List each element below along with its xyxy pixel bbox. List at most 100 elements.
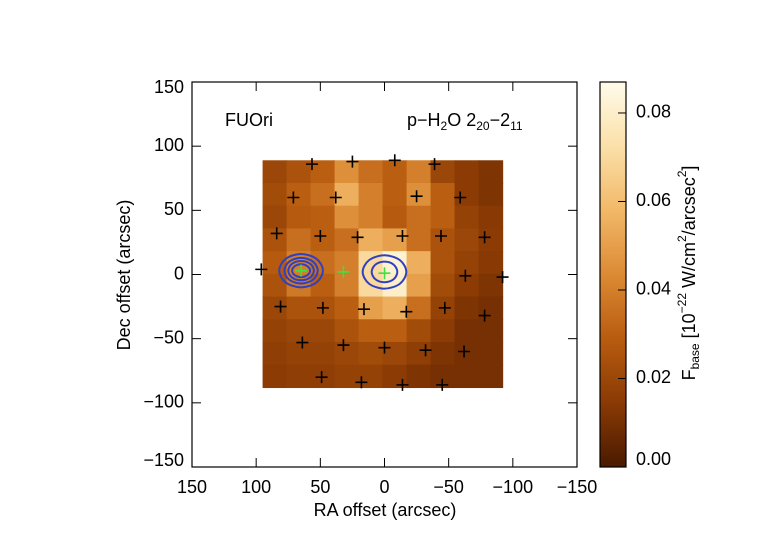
- heatmap-cell: [478, 251, 504, 275]
- heatmap-cell: [430, 228, 456, 252]
- heatmap-cell: [358, 319, 384, 343]
- heatmap-cell: [478, 296, 504, 320]
- heatmap-cell: [382, 251, 408, 275]
- heatmap-cell: [406, 228, 432, 252]
- heatmap-cell: [430, 205, 456, 230]
- annotation: p−H2O 220−211: [407, 110, 523, 133]
- pointing-marker: [436, 378, 449, 391]
- label-part: −2: [490, 110, 511, 130]
- colorbar-tick-label: 0.08: [636, 102, 671, 122]
- pointing-marker: [357, 303, 370, 316]
- heatmap-cell: [262, 342, 288, 366]
- heatmap-cell: [286, 296, 312, 320]
- heatmap-cell: [382, 160, 408, 184]
- heatmap-cell: [406, 342, 432, 366]
- heatmap-cell: [382, 228, 408, 252]
- x-tick-label: 0: [379, 477, 389, 497]
- label-part: 2: [675, 235, 689, 242]
- heatmap-cell: [478, 228, 504, 252]
- heatmap-cell: [382, 182, 408, 207]
- label-part: /arcsec: [679, 177, 699, 235]
- pointing-marker: [314, 230, 327, 242]
- label-part: F: [679, 369, 699, 380]
- colorbar-tick-label: 0.00: [636, 449, 671, 469]
- heatmap-cell: [286, 182, 312, 207]
- colorbar-tick-label: 0.02: [636, 367, 671, 387]
- label-part: −22: [675, 293, 689, 314]
- contour: [370, 260, 399, 284]
- heatmap-cell: [262, 182, 288, 207]
- heatmap-cell: [430, 319, 456, 343]
- heatmap-cell: [406, 182, 432, 207]
- pointing-marker: [287, 191, 300, 204]
- label-part: p−H: [407, 110, 441, 130]
- pointing-marker: [478, 231, 491, 244]
- pointing-marker: [270, 227, 283, 240]
- heatmap-cell: [478, 319, 504, 343]
- heatmap-cell: [310, 205, 336, 230]
- source-marker: [295, 264, 308, 277]
- heatmap-cell: [334, 273, 360, 298]
- heatmap-cell: [334, 251, 360, 275]
- pointing-marker: [255, 263, 268, 276]
- pointing-marker: [419, 344, 432, 357]
- x-axis-title: RA offset (arcsec): [314, 500, 457, 520]
- heatmap-cell: [262, 364, 288, 389]
- heatmap-cell: [454, 182, 480, 207]
- x-tick-label: −100: [493, 477, 534, 497]
- label-part: 2: [441, 119, 448, 133]
- source-marker: [337, 265, 350, 278]
- pointing-marker: [434, 230, 447, 242]
- x-tick-label: 50: [310, 477, 330, 497]
- pointing-marker: [459, 269, 472, 282]
- pointing-marker: [346, 155, 359, 168]
- pointing-marker: [296, 336, 309, 349]
- heatmap-cell: [334, 319, 360, 343]
- source-marker: [378, 267, 391, 280]
- heatmap-cell: [454, 296, 480, 320]
- heatmap-cell: [478, 205, 504, 230]
- contour: [361, 254, 408, 290]
- label-part: 20: [476, 119, 490, 133]
- colorbar-title: Fbase [10−22 W/cm2/arcsec2]: [675, 166, 702, 381]
- colorbar: [599, 81, 627, 468]
- heatmap-cell: [310, 160, 336, 184]
- heatmap-cell: [334, 364, 360, 389]
- y-tick-label: 50: [164, 199, 184, 219]
- heatmap-cell: [454, 273, 480, 298]
- heatmap-cell: [310, 342, 336, 366]
- heatmap-cell: [310, 182, 336, 207]
- x-tick-label: 100: [241, 477, 271, 497]
- pointing-marker: [428, 158, 441, 171]
- pointing-marker: [378, 341, 391, 354]
- label-part: W/cm: [679, 242, 699, 293]
- heatmap-cell: [382, 319, 408, 343]
- pointing-marker: [315, 371, 328, 384]
- heatmap-cell: [382, 364, 408, 389]
- heatmap-cell: [334, 182, 360, 207]
- pointing-marker: [410, 190, 423, 203]
- annotation: FUOri: [225, 110, 273, 130]
- contour: [278, 252, 324, 289]
- heatmap-cell: [454, 228, 480, 252]
- heatmap-cell: [478, 182, 504, 207]
- label-part: 11: [510, 119, 523, 133]
- pointing-marker: [337, 339, 350, 352]
- heatmap-cell: [382, 296, 408, 320]
- heatmap-cell: [406, 319, 432, 343]
- label-part: O 2: [447, 110, 476, 130]
- heatmap-cell: [382, 342, 408, 366]
- heatmap-cell: [454, 319, 480, 343]
- y-tick-label: 0: [174, 263, 184, 283]
- pointing-marker: [355, 376, 368, 389]
- heatmap-cell: [430, 364, 456, 389]
- heatmap-cell: [262, 228, 288, 252]
- heatmap-cell: [358, 160, 384, 184]
- y-tick-label: −50: [153, 327, 184, 347]
- heatmap-cell: [286, 228, 312, 252]
- pointing-marker: [316, 301, 329, 314]
- heatmap-cell: [430, 160, 456, 184]
- heatmap-cell: [262, 319, 288, 343]
- heatmap-cell: [454, 251, 480, 275]
- heatmap-cell: [478, 273, 504, 298]
